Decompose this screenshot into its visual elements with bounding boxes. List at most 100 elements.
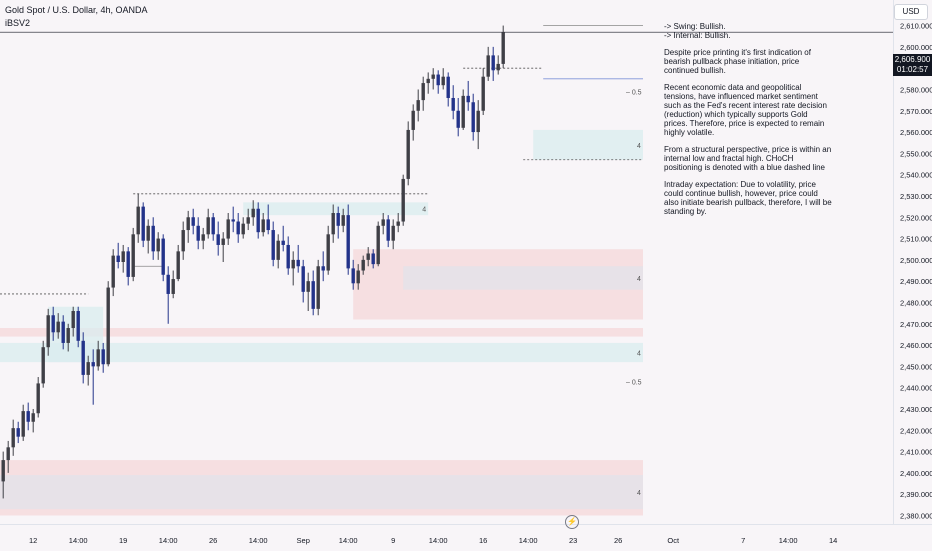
candle-body [416,100,420,111]
candle-body [341,215,345,226]
y-tick-label: 2,470.000 [900,320,932,329]
x-tick-label: Oct [667,536,680,545]
candle-body [201,234,205,241]
y-tick-label: 2,490.000 [900,277,932,286]
candle-body [286,244,290,269]
indicator-name[interactable]: iBSV2 [5,18,31,28]
candle-body [231,219,235,222]
fib-level-label: – 0.5 [626,379,642,386]
candle-body [296,259,300,267]
candle-body [381,219,385,226]
x-tick-label: 14 [829,536,837,545]
candle-body [26,411,30,422]
swing-bias: -> Swing: Bullish. [664,22,726,31]
candle-body [391,225,395,241]
candle-body [171,279,175,294]
zone-supply [0,328,643,337]
candle-body [206,217,210,235]
x-tick-label: 23 [569,536,577,545]
x-tick-label: 26 [209,536,217,545]
zone-demand [0,342,643,363]
candle-body [241,223,245,235]
candle-body [276,240,280,260]
y-tick-label: 2,520.000 [900,213,932,222]
x-tick-label: 7 [741,536,745,545]
candle-body [371,253,375,265]
y-tick-label: 2,570.000 [900,107,932,116]
x-tick-label: 16 [479,536,487,545]
zone-label: 4 [637,351,641,358]
candle-body [421,83,425,101]
internal-bias: -> Internal: Bullish. [664,31,731,40]
candle-body [376,225,380,265]
candle-body [71,310,75,329]
candle-body [211,217,215,235]
candle-body [61,321,65,343]
x-tick-label: 14:00 [779,536,798,545]
zone-neutral [0,475,643,510]
candle-body [66,328,70,343]
candle-body [166,274,170,294]
candle-body [106,287,110,365]
candle-body [431,74,435,79]
candle-body [426,78,430,84]
candle-body [411,110,415,130]
x-tick-label: 19 [119,536,127,545]
candle-body [271,230,275,260]
candle-body [86,362,90,375]
y-tick-label: 2,480.000 [900,298,932,307]
y-tick-label: 2,390.000 [900,490,932,499]
candle-body [386,219,390,241]
candle-body [101,349,105,365]
candle-body [481,76,485,111]
candle-body [316,266,320,309]
x-tick-label: Sep [297,536,310,545]
zone-label: 4 [422,207,426,214]
candle-body [96,349,100,367]
price-axis[interactable] [893,0,932,524]
candle-body [251,208,255,218]
zone-demand [243,202,429,216]
y-tick-label: 2,530.000 [900,192,932,201]
x-tick-label: 26 [614,536,622,545]
candle-body [181,230,185,252]
x-tick-label: 14:00 [339,536,358,545]
note-paragraph-2: Recent economic data and geopolitical te… [664,83,827,137]
y-tick-label: 2,610.000 [900,22,932,31]
y-tick-label: 2,420.000 [900,426,932,435]
bar-countdown: 01:02:57 [896,65,929,74]
x-tick-label: 14:00 [519,536,538,545]
y-tick-label: 2,500.000 [900,256,932,265]
candle-body [161,238,165,275]
candle-body [281,240,285,245]
y-tick-label: 2,580.000 [900,85,932,94]
zone-label: 4 [637,276,641,283]
last-price: 2,606.900 [894,55,931,64]
candle-body [356,270,360,284]
candle-body [221,238,225,245]
candle-body [31,413,35,422]
candle-body [186,217,190,231]
lightning-icon[interactable]: ⚡ [565,515,579,529]
y-tick-label: 2,560.000 [900,128,932,137]
candle-body [401,178,405,222]
note-paragraph-3: From a structural perspective, price is … [664,145,832,172]
candle-body [121,251,125,262]
y-tick-label: 2,380.000 [900,511,932,520]
candle-body [346,215,350,269]
candle-body [466,95,470,103]
time-axis[interactable] [0,524,932,551]
candle-body [191,217,195,226]
candle-body [156,238,160,252]
candle-body [111,255,115,288]
candle-body [46,315,50,348]
candle-body [266,219,270,231]
candle-body [36,383,40,414]
currency-button[interactable]: USD [894,4,928,20]
fib-level-label: – 0.5 [626,90,642,97]
chart-title: Gold Spot / U.S. Dollar, 4h, OANDA [5,5,148,15]
candle-body [41,347,45,384]
analysis-notes: -> Swing: Bullish. -> Internal: Bullish.… [664,22,832,216]
candle-body [456,110,460,128]
